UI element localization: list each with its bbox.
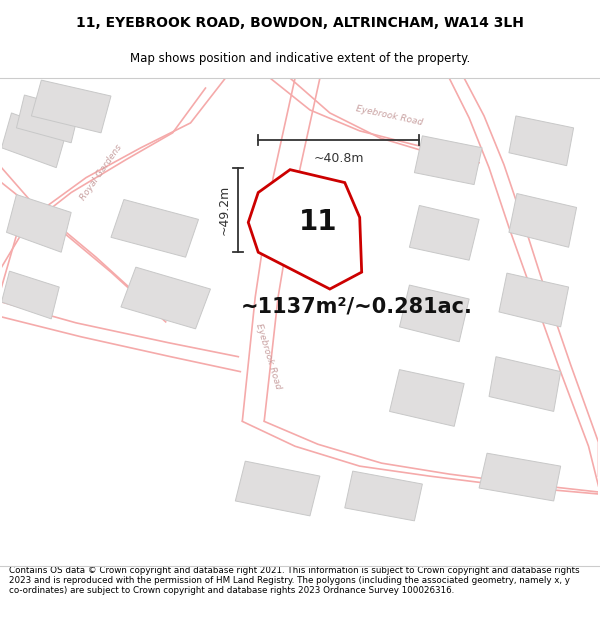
- Text: ~1137m²/~0.281ac.: ~1137m²/~0.281ac.: [241, 297, 472, 317]
- Polygon shape: [509, 194, 577, 248]
- Polygon shape: [16, 95, 79, 142]
- Polygon shape: [235, 461, 320, 516]
- Polygon shape: [415, 136, 482, 184]
- Text: 11: 11: [299, 208, 337, 236]
- Polygon shape: [499, 273, 569, 327]
- Text: Eyebrook Road: Eyebrook Road: [254, 322, 283, 391]
- Text: ~49.2m: ~49.2m: [217, 185, 230, 235]
- Polygon shape: [345, 471, 422, 521]
- Polygon shape: [479, 453, 560, 501]
- Polygon shape: [2, 271, 59, 319]
- Polygon shape: [111, 199, 199, 258]
- Polygon shape: [248, 169, 362, 289]
- Polygon shape: [2, 113, 66, 168]
- Polygon shape: [7, 194, 71, 252]
- Text: Eyebrook Road: Eyebrook Road: [355, 104, 424, 127]
- Polygon shape: [31, 80, 111, 133]
- Polygon shape: [400, 285, 469, 342]
- Text: 11, EYEBROOK ROAD, BOWDON, ALTRINCHAM, WA14 3LH: 11, EYEBROOK ROAD, BOWDON, ALTRINCHAM, W…: [76, 16, 524, 31]
- Text: Contains OS data © Crown copyright and database right 2021. This information is : Contains OS data © Crown copyright and d…: [9, 566, 580, 596]
- Polygon shape: [121, 267, 211, 329]
- Polygon shape: [389, 369, 464, 426]
- Text: Royal Gardens: Royal Gardens: [79, 143, 124, 202]
- Text: ~40.8m: ~40.8m: [314, 152, 364, 165]
- Polygon shape: [489, 357, 560, 411]
- Polygon shape: [409, 206, 479, 260]
- Polygon shape: [509, 116, 574, 166]
- Text: Map shows position and indicative extent of the property.: Map shows position and indicative extent…: [130, 52, 470, 65]
